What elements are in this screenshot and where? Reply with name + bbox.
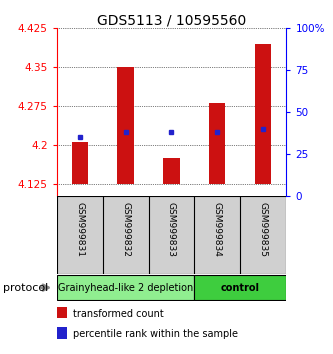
Title: GDS5113 / 10595560: GDS5113 / 10595560 <box>97 13 246 27</box>
Text: GSM999834: GSM999834 <box>213 202 222 257</box>
Bar <box>164 158 179 183</box>
Bar <box>57 307 67 318</box>
Bar <box>118 67 134 183</box>
Text: GSM999831: GSM999831 <box>75 202 84 257</box>
Bar <box>209 103 225 183</box>
Bar <box>255 44 271 183</box>
Bar <box>57 327 67 339</box>
Text: Grainyhead-like 2 depletion: Grainyhead-like 2 depletion <box>58 282 193 293</box>
Text: percentile rank within the sample: percentile rank within the sample <box>73 329 238 339</box>
Text: GSM999835: GSM999835 <box>259 202 268 257</box>
Text: control: control <box>221 282 260 293</box>
Text: GSM999832: GSM999832 <box>121 202 130 257</box>
Text: transformed count: transformed count <box>73 309 164 319</box>
Bar <box>72 142 88 183</box>
Bar <box>194 275 286 300</box>
Bar <box>57 275 194 300</box>
Text: GSM999833: GSM999833 <box>167 202 176 257</box>
Text: protocol: protocol <box>3 282 49 293</box>
